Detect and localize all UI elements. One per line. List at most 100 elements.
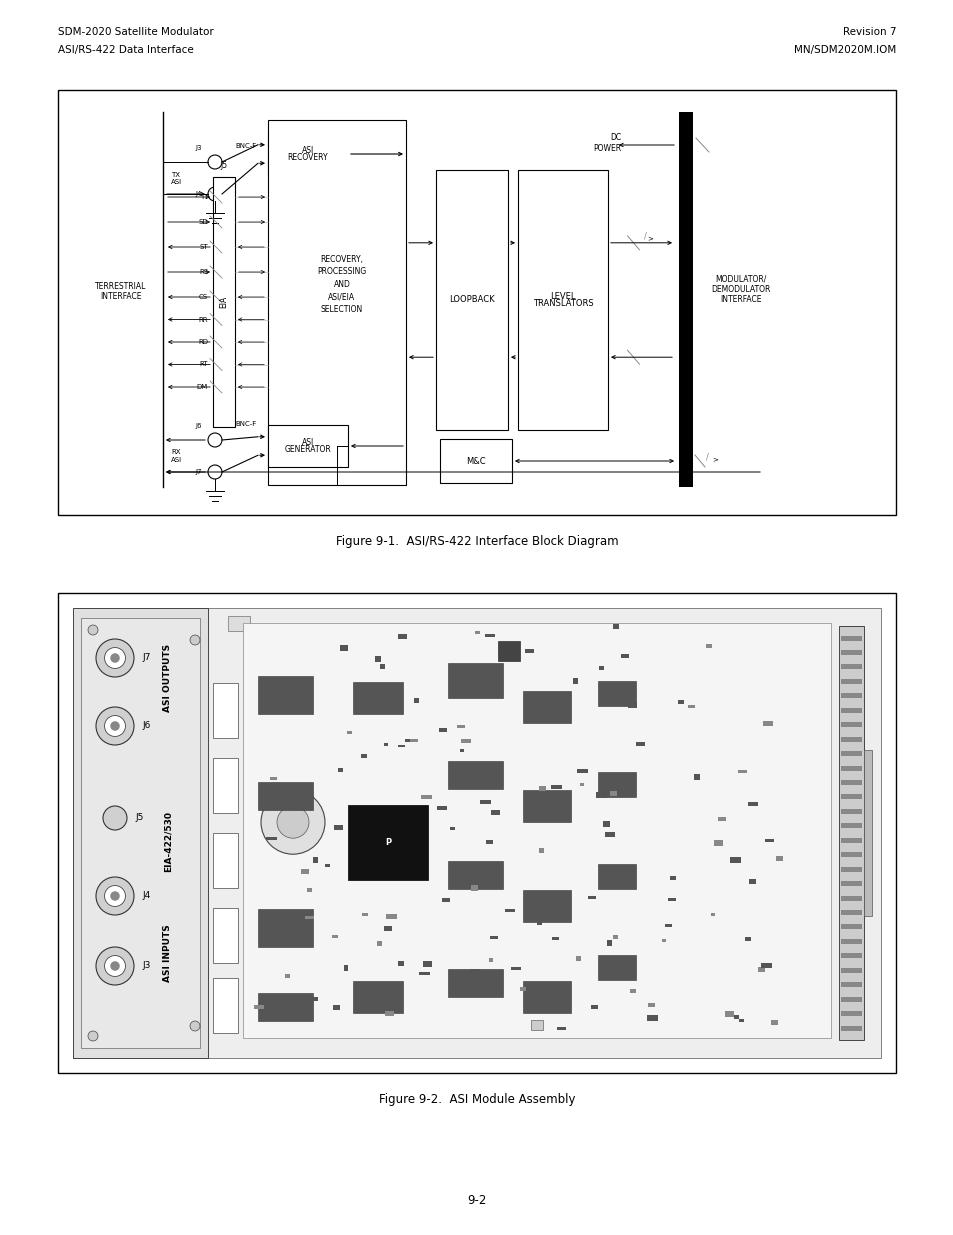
- Bar: [525, 648, 534, 653]
- Bar: [410, 740, 418, 742]
- Circle shape: [88, 625, 98, 635]
- Bar: [73, 608, 208, 1058]
- Bar: [841, 837, 862, 842]
- Bar: [379, 664, 384, 669]
- Circle shape: [111, 721, 120, 731]
- Text: BNC-F: BNC-F: [234, 143, 256, 149]
- Text: J4: J4: [142, 892, 150, 900]
- Bar: [598, 667, 603, 671]
- Text: Revision 7: Revision 7: [841, 27, 895, 37]
- Bar: [538, 787, 545, 790]
- Bar: [418, 972, 430, 974]
- Bar: [665, 924, 671, 927]
- Circle shape: [105, 885, 125, 906]
- Bar: [385, 1011, 394, 1016]
- Text: RT: RT: [199, 362, 208, 368]
- Bar: [678, 700, 683, 704]
- Text: TRANSLATORS: TRANSLATORS: [532, 299, 593, 308]
- Bar: [257, 909, 313, 947]
- Text: ASI: ASI: [301, 146, 314, 154]
- Bar: [334, 825, 342, 830]
- Bar: [324, 863, 330, 867]
- Bar: [606, 940, 612, 946]
- Bar: [375, 656, 381, 662]
- Text: LOOPBACK: LOOPBACK: [449, 295, 495, 305]
- Text: RS: RS: [198, 269, 208, 275]
- Bar: [58, 90, 895, 515]
- Bar: [522, 981, 571, 1013]
- Text: J7: J7: [195, 469, 202, 475]
- Text: GENERATOR: GENERATOR: [284, 445, 331, 454]
- Text: >: >: [711, 456, 717, 462]
- Circle shape: [96, 638, 133, 677]
- Bar: [459, 748, 464, 752]
- Circle shape: [111, 892, 120, 900]
- Bar: [313, 857, 317, 863]
- Bar: [729, 857, 740, 863]
- Bar: [526, 813, 534, 816]
- Bar: [747, 802, 758, 805]
- Bar: [841, 953, 862, 958]
- Bar: [307, 888, 312, 892]
- Bar: [213, 177, 234, 427]
- Bar: [713, 840, 721, 846]
- Bar: [661, 939, 666, 942]
- Bar: [441, 898, 450, 903]
- Bar: [522, 790, 571, 823]
- Bar: [58, 593, 895, 1073]
- Text: CS: CS: [198, 294, 208, 300]
- Bar: [405, 739, 410, 742]
- Bar: [598, 680, 636, 706]
- Bar: [648, 1003, 655, 1008]
- Bar: [284, 973, 290, 978]
- Bar: [486, 840, 493, 844]
- Bar: [343, 966, 348, 971]
- Bar: [353, 682, 402, 714]
- Text: DM: DM: [196, 384, 208, 390]
- Bar: [492, 673, 501, 677]
- Bar: [254, 1005, 264, 1009]
- Bar: [579, 783, 584, 787]
- Text: J5: J5: [220, 161, 228, 170]
- Text: /: /: [705, 452, 708, 461]
- Text: ST: ST: [199, 245, 208, 249]
- Bar: [348, 805, 428, 881]
- Text: RR: RR: [198, 316, 208, 322]
- Bar: [517, 170, 607, 430]
- Bar: [213, 978, 237, 1032]
- Bar: [760, 963, 771, 968]
- Bar: [841, 679, 862, 684]
- Bar: [257, 993, 313, 1021]
- Bar: [304, 916, 314, 919]
- Text: M&C: M&C: [466, 457, 485, 466]
- Bar: [588, 895, 596, 899]
- Bar: [490, 810, 499, 815]
- Bar: [270, 778, 276, 781]
- Bar: [497, 641, 519, 661]
- Bar: [347, 731, 352, 734]
- Bar: [420, 795, 432, 799]
- Bar: [561, 897, 566, 900]
- Circle shape: [96, 877, 133, 915]
- Bar: [552, 937, 558, 940]
- Bar: [841, 895, 862, 900]
- Bar: [841, 693, 862, 698]
- Bar: [489, 958, 493, 962]
- Bar: [841, 910, 862, 915]
- Bar: [531, 1020, 542, 1030]
- Bar: [243, 622, 830, 1037]
- Text: MODULATOR/
DEMODULATOR
INTERFACE: MODULATOR/ DEMODULATOR INTERFACE: [711, 274, 770, 304]
- Bar: [598, 863, 636, 889]
- Bar: [332, 935, 337, 939]
- Bar: [448, 861, 502, 889]
- Bar: [733, 1015, 739, 1019]
- Bar: [257, 677, 313, 714]
- Text: EIA: EIA: [219, 296, 229, 308]
- Bar: [775, 856, 782, 861]
- Bar: [629, 989, 635, 993]
- Bar: [471, 885, 477, 892]
- Bar: [667, 898, 675, 900]
- Bar: [551, 784, 561, 789]
- Bar: [669, 877, 675, 879]
- Bar: [489, 936, 497, 940]
